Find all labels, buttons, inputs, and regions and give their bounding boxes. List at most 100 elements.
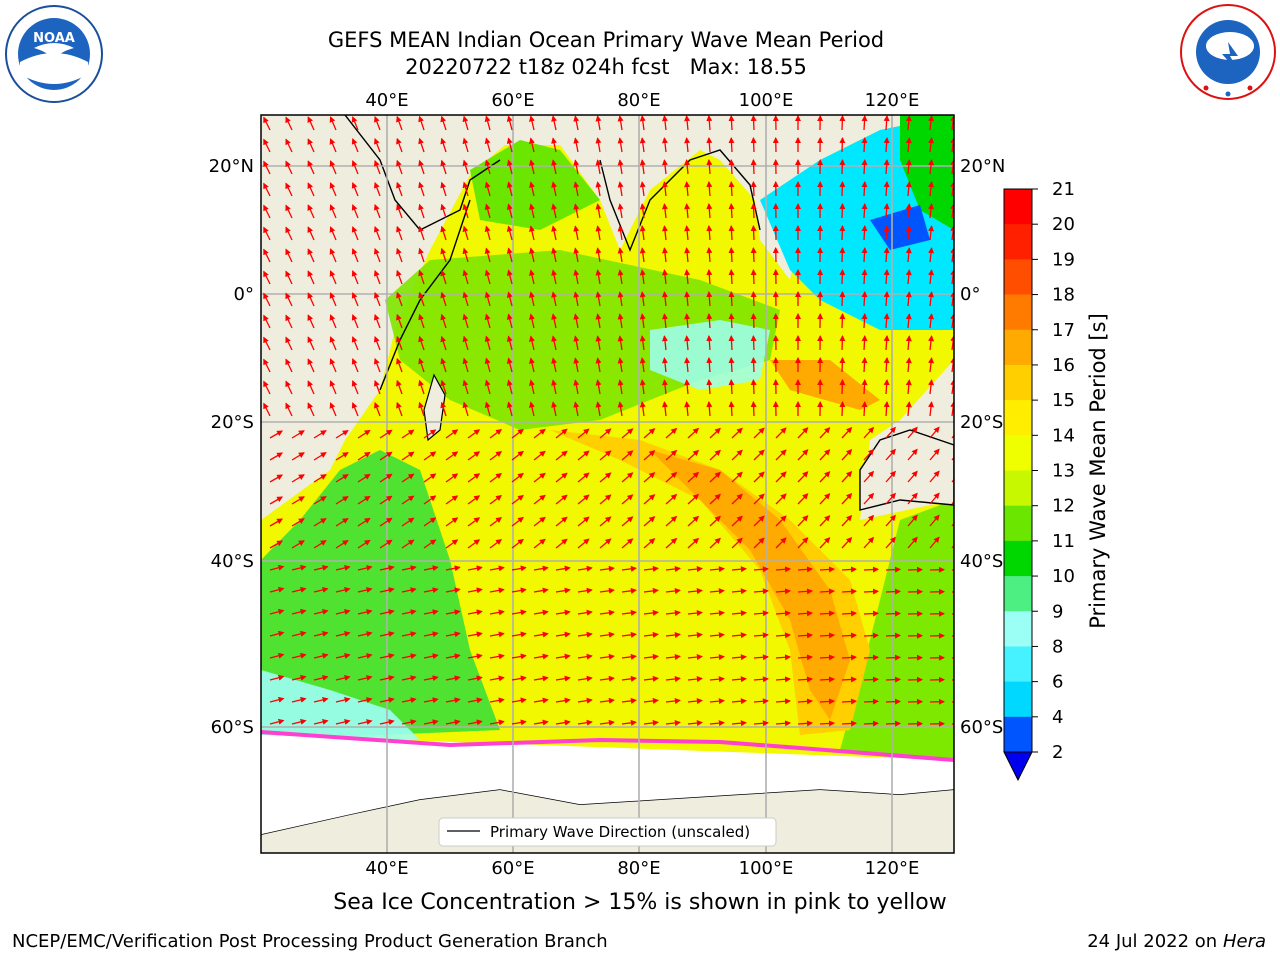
wave-arrow [775,537,787,549]
wave-arrow [307,314,315,329]
wave-arrow [639,137,646,153]
wave-arrow [529,225,535,241]
wave-arrow [351,226,359,241]
wave-arrow [750,137,757,153]
wave-arrow [418,225,425,241]
wave-arrow [379,539,393,549]
wave-arrow [484,225,491,241]
wave-arrow [401,609,417,616]
wave-arrow [621,587,637,594]
wave-arrow [706,137,713,153]
wave-arrow [489,609,505,616]
wave-arrow [684,313,691,329]
wave-arrow [423,587,439,594]
wave-arrow [291,430,305,439]
wave-arrow [750,115,757,131]
wave-arrow [885,426,896,439]
wave-arrow [489,473,503,483]
wave-arrow [907,470,918,483]
wave-arrow [841,536,853,549]
wave-arrow [379,473,393,483]
wave-arrow [373,159,381,175]
wave-arrow [775,610,791,617]
wave-arrow [379,675,395,682]
wave-arrow [351,116,359,131]
period-band-equatorial [650,320,770,390]
wave-arrow [621,565,637,572]
wave-arrow [728,269,735,285]
wave-arrow [753,427,765,439]
wave-arrow [440,401,447,417]
wave-arrow [577,516,590,527]
wave-arrow [462,335,469,351]
wave-arrow [329,358,337,373]
wave-arrow [883,181,890,197]
wave-arrow [506,357,513,373]
wave-arrow [401,429,415,439]
wave-arrow [357,697,373,703]
wave-arrow [529,247,535,263]
wave-arrow [533,472,546,483]
wave-arrow [357,429,371,439]
wave-arrow [797,566,813,573]
wave-arrow [401,631,417,638]
wave-arrow [511,516,524,527]
wave-arrow [269,518,283,527]
wave-arrow [731,427,743,439]
wave-arrow [462,379,469,395]
wave-arrow [861,291,868,307]
wave-arrow [753,566,769,573]
wave-arrow [753,676,769,683]
wave-arrow [929,492,940,505]
wave-arrow [335,565,351,571]
wave-arrow [357,565,373,571]
wave-arrow [577,631,593,638]
wave-arrow [462,115,469,131]
wave-arrow [291,652,307,659]
colorbar-segment [1004,189,1032,225]
wave-arrow [529,159,535,175]
wave-arrow [661,203,668,219]
wave-arrow [313,496,327,505]
lat-tick-left: 20°S [211,412,254,433]
wave-arrow [839,247,846,263]
wave-arrow [329,402,337,417]
wave-arrow [533,631,549,638]
wave-arrow [445,517,459,527]
wave-arrow [329,292,337,307]
wave-arrow [329,160,337,175]
wave-arrow [750,357,757,373]
wave-arrow [307,336,315,351]
wave-arrow [905,181,912,197]
wave-arrow [621,675,637,682]
wave-arrow [731,654,747,661]
wave-arrow [661,401,668,417]
wave-arrow [313,630,329,637]
wave-arrow [905,291,912,307]
wave-arrow [885,698,901,705]
wave-arrow [263,116,271,131]
wave-arrow [440,379,447,395]
colorbar-tick-label: 9 [1052,601,1063,622]
wave-arrow [643,516,656,527]
wave-arrow [728,357,735,373]
wave-arrow [687,698,703,705]
wave-arrow [529,115,535,131]
wave-arrow [595,115,602,131]
wave-arrow [462,269,469,285]
wave-arrow [445,609,461,616]
wave-arrow [797,471,809,483]
wave-arrow [440,115,447,131]
wave-arrow [661,291,668,307]
wave-arrow [928,357,935,373]
wave-arrow [269,608,285,615]
wave-arrow [617,181,624,197]
wave-arrow [728,313,735,329]
wave-arrow [357,539,371,549]
wave-arrow [599,565,615,572]
lon-tick-bottom: 40°E [365,858,408,879]
wave-arrow [929,426,940,439]
lat-tick-right: 40°S [960,551,1003,572]
lat-tick-left: 0° [234,284,254,305]
wave-arrow [775,493,787,505]
